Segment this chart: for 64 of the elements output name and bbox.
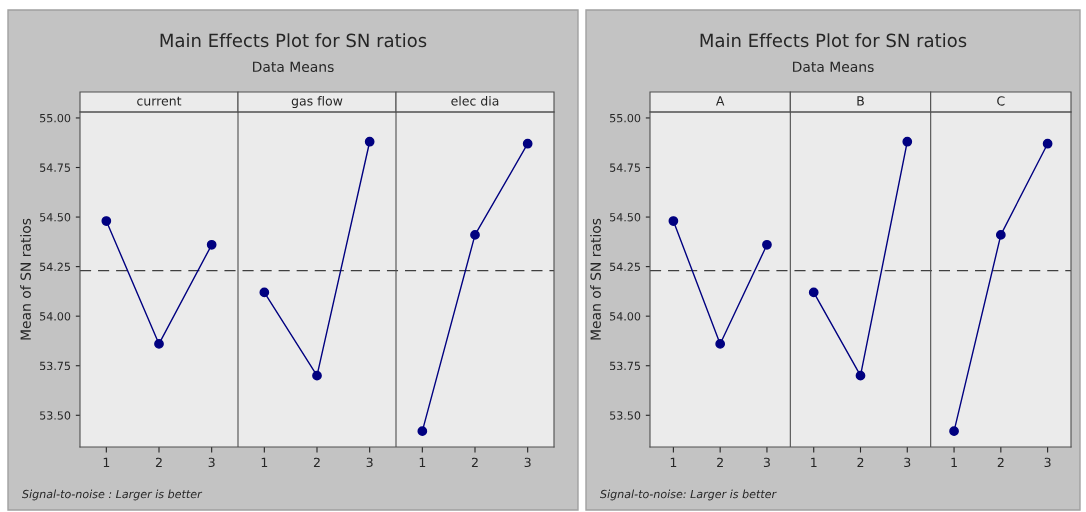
x-tick-label: 2 bbox=[717, 457, 723, 467]
point bbox=[715, 339, 726, 349]
point bbox=[417, 426, 428, 437]
text: current bbox=[137, 96, 182, 106]
y-tick-label: 54.25 bbox=[40, 262, 70, 271]
chart-subtitle: Data Means bbox=[793, 61, 874, 73]
y-tick-label: 53.50 bbox=[610, 411, 641, 420]
y-tick-label: 54.00 bbox=[610, 312, 641, 321]
point bbox=[470, 230, 480, 240]
x-tick-label: 1 bbox=[419, 457, 426, 467]
point bbox=[1042, 138, 1053, 149]
x-tick-label: 1 bbox=[951, 457, 957, 467]
text: A bbox=[715, 96, 725, 106]
y-tick-label: 55.00 bbox=[40, 113, 71, 123]
point bbox=[855, 370, 866, 381]
point bbox=[668, 216, 679, 226]
x-tick-label: 3 bbox=[1044, 457, 1051, 468]
x-tick-label: 2 bbox=[313, 457, 320, 467]
y-tick-label: 53.50 bbox=[40, 411, 71, 420]
y-axis-title: Mean of SN ratios bbox=[590, 218, 601, 340]
x-tick-label: 1 bbox=[103, 457, 110, 467]
point bbox=[949, 426, 959, 437]
y-axis-title: Mean of SN ratios bbox=[20, 218, 31, 340]
point bbox=[364, 136, 375, 147]
chart-title: Main Effects Plot for SN ratios bbox=[700, 33, 967, 48]
x-tick-label: 2 bbox=[997, 457, 1004, 467]
x-tick-label: 3 bbox=[904, 457, 911, 468]
point bbox=[101, 216, 112, 226]
x-tick-label: 3 bbox=[208, 457, 215, 468]
text: Signal-to-noise : Larger is better bbox=[22, 489, 203, 501]
text: elec dia bbox=[451, 95, 499, 106]
point bbox=[808, 287, 819, 298]
y-tick-label: 53.75 bbox=[610, 361, 640, 371]
point bbox=[312, 370, 322, 381]
x-tick-label: 1 bbox=[261, 457, 268, 467]
point bbox=[522, 138, 533, 149]
y-tick-label: 54.75 bbox=[610, 163, 640, 172]
point bbox=[154, 339, 164, 349]
chart-title: Main Effects Plot for SN ratios bbox=[160, 33, 427, 48]
chart-subtitle: Data Means bbox=[253, 61, 334, 73]
y-tick-label: 54.75 bbox=[40, 163, 70, 172]
text: B bbox=[857, 96, 864, 106]
x-tick-label: 2 bbox=[857, 457, 864, 467]
point bbox=[902, 136, 913, 147]
y-tick-label: 54.25 bbox=[610, 262, 640, 271]
x-tick-label: 1 bbox=[670, 457, 677, 467]
text: Signal-to-noise: Larger is better bbox=[600, 489, 777, 501]
point bbox=[259, 287, 270, 298]
x-tick-label: 3 bbox=[366, 457, 373, 468]
point bbox=[762, 239, 772, 250]
y-tick-label: 53.75 bbox=[40, 361, 70, 371]
x-tick-label: 3 bbox=[763, 457, 770, 468]
y-tick-label: 55.00 bbox=[610, 113, 641, 123]
y-tick-label: 54.00 bbox=[40, 312, 71, 321]
y-tick-label: 54.50 bbox=[610, 213, 641, 222]
point bbox=[995, 230, 1006, 240]
text: C bbox=[997, 96, 1005, 106]
x-tick-label: 3 bbox=[524, 457, 531, 468]
x-tick-label: 1 bbox=[811, 457, 817, 467]
point bbox=[206, 239, 217, 250]
x-tick-label: 2 bbox=[471, 457, 478, 467]
y-tick-label: 54.50 bbox=[40, 213, 71, 222]
x-tick-label: 2 bbox=[155, 457, 162, 467]
text: gas flow bbox=[291, 95, 343, 109]
